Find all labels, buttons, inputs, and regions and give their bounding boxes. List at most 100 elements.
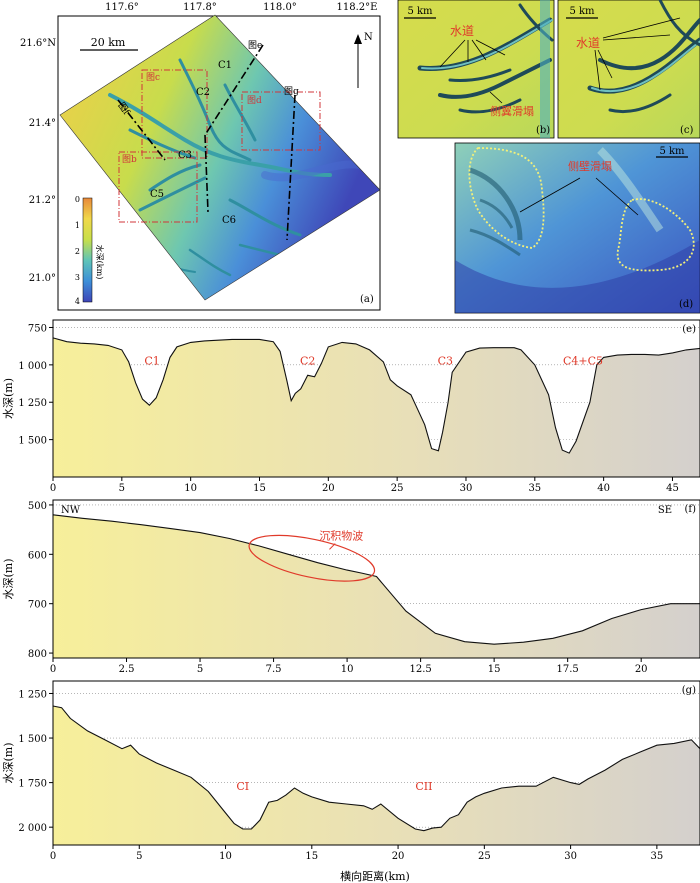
- y-tick-label-f-0: 500: [28, 501, 47, 512]
- north-label: N: [364, 32, 373, 43]
- channel-label-c1: C1: [218, 60, 232, 71]
- y-axis-label-f: 水深(m): [2, 558, 15, 599]
- y-tick-label-g-2: 1 750: [18, 779, 47, 790]
- x-tick-label-g-7: 35: [650, 851, 663, 862]
- x-tick-label-g-3: 15: [305, 851, 318, 862]
- box-figure-d: [241, 91, 321, 151]
- map-panel-d: 5 km 侧壁滑塌 (d): [454, 142, 700, 314]
- colorbar-tick-0: 0: [75, 195, 80, 204]
- y-axis-label-g: 水深(m): [2, 742, 15, 783]
- profile-fill-g: [53, 706, 700, 845]
- corner-label-right-f: SE: [658, 505, 672, 516]
- scale-bar-b-label: 5 km: [407, 6, 433, 17]
- panel-label-a: (a): [360, 294, 374, 305]
- plot-frame-f: [52, 499, 700, 659]
- slide-leader-b: [489, 91, 503, 104]
- channel-leaders-b: [439, 39, 506, 68]
- annotation-g-1: CII: [415, 780, 432, 793]
- lon-tick-4: 118.2°E: [337, 2, 378, 13]
- map-panel-b: 5 km 水道 侧翼滑塌 (b): [397, 0, 555, 139]
- x-tick-label-g-1: 5: [136, 851, 142, 862]
- annotation-e-0: C1: [144, 354, 159, 367]
- y-tick-label-e-0: 750: [28, 323, 47, 334]
- x-tick-label-e-9: 45: [666, 483, 679, 494]
- annotation-e-1: C2: [300, 354, 315, 367]
- x-tick-label-g-0: 0: [50, 851, 56, 862]
- scale-bar-a-label: 20 km: [91, 36, 126, 49]
- profile-chart-f: 0 2.5 5 7.5 10 12.5 15 17.5 20 500 600 700 800 水深(m) (…: [2, 499, 700, 675]
- annotation-f-0: 沉积物波: [319, 529, 363, 543]
- scale-bar-c-label: 5 km: [569, 6, 595, 17]
- x-tick-label-e-7: 35: [528, 483, 541, 494]
- x-tick-label-f-4: 10: [341, 664, 354, 675]
- x-tick-label-g-6: 30: [564, 851, 577, 862]
- submarine-channels-a: [108, 58, 364, 277]
- scale-bar-d-label: 5 km: [659, 146, 685, 157]
- colorbar-ramp: [82, 197, 93, 303]
- north-arrow-icon: [354, 34, 362, 88]
- x-tick-label-e-0: 0: [50, 483, 56, 494]
- y-tick-label-g-3: 2 000: [18, 823, 47, 834]
- panel-label-b: (b): [536, 125, 550, 136]
- x-tick-label-f-0: 0: [50, 664, 56, 675]
- panel-label-g: (g): [682, 685, 696, 696]
- x-tick-label-f-5: 12.5: [409, 664, 431, 675]
- panel-label-c: (c): [680, 125, 694, 136]
- x-tick-label-e-6: 30: [460, 483, 473, 494]
- profile-line-e-part1: [204, 44, 264, 136]
- annotation-e-2: C3: [438, 354, 453, 367]
- profile-fill-f: [53, 514, 700, 658]
- slide-label-b: 侧翼滑塌: [490, 105, 534, 118]
- channels-b: [417, 0, 554, 138]
- x-tick-label-f-7: 17.5: [557, 664, 579, 675]
- channel-label-b: 水道: [450, 24, 474, 38]
- colorbar-tick-3: 3: [75, 273, 80, 282]
- colorbar-tick-1: 1: [75, 221, 80, 230]
- x-tick-label-e-2: 10: [184, 483, 197, 494]
- lon-tick-1: 117.6°: [105, 2, 139, 13]
- box-label-c: 图c: [146, 72, 160, 83]
- channel-label-c6: C6: [222, 215, 236, 226]
- lat-tick-2: 21.4°: [29, 118, 56, 129]
- colorbar-title: 水深(km): [95, 245, 105, 280]
- box-label-d: 图d: [247, 95, 262, 106]
- y-axis-label-e: 水深(m): [2, 378, 15, 419]
- profile-chart-g: 0 5 10 15 20 25 30 35 1 250 1 500 1 750 2 000 水深(m) (…: [2, 680, 700, 862]
- x-tick-label-f-2: 5: [197, 664, 203, 675]
- terrain-d: [455, 147, 700, 313]
- x-tick-label-f-1: 2.5: [119, 664, 135, 675]
- profile-line-e: [52, 337, 700, 454]
- lat-tick-4: 21.0°: [29, 273, 56, 284]
- box-figure-c: [141, 69, 208, 159]
- profile-chart-e: 0 5 10 15 20 25 30 35 40 45 750 1 000 1 250 1 500 水深(m…: [2, 319, 700, 494]
- channel-label-c: 水道: [576, 36, 600, 50]
- panel-label-e: (e): [682, 324, 696, 335]
- box-label-b: 图b: [122, 154, 137, 165]
- channel-label-c2: C2: [196, 87, 210, 98]
- y-tick-label-e-3: 1 500: [18, 436, 47, 447]
- y-tick-label-f-2: 700: [28, 600, 47, 611]
- profile-line-g: [52, 705, 700, 832]
- profile-line-f: [52, 514, 700, 645]
- sediment-wave-ellipse: [248, 534, 376, 582]
- profile-label-g: 图g: [284, 86, 299, 97]
- x-tick-label-e-8: 40: [597, 483, 610, 494]
- slide-label-d: 侧壁滑塌: [568, 159, 612, 173]
- sediment-wave-leader: [329, 543, 336, 550]
- map-panel-c: 5 km 水道 (c): [557, 0, 700, 139]
- corner-label-left-f: NW: [61, 505, 81, 516]
- plot-frame-g: [52, 680, 700, 846]
- x-tick-label-g-5: 25: [478, 851, 491, 862]
- lat-tick-3: 21.2°: [29, 195, 56, 206]
- colorbar-tick-4: 4: [75, 297, 80, 306]
- colorbar: 0 1 2 3 4 水深(km): [75, 195, 105, 306]
- slide-leader-d2: [595, 177, 639, 216]
- x-tick-label-f-3: 7.5: [266, 664, 282, 675]
- colorbar-tick-2: 2: [75, 247, 80, 256]
- x-tick-label-e-3: 15: [253, 483, 266, 494]
- profile-line-f: [117, 99, 166, 161]
- slide-leader-d1: [519, 177, 581, 213]
- channel-label-c5: C5: [150, 189, 164, 200]
- lon-tick-2: 117.8°: [183, 2, 217, 13]
